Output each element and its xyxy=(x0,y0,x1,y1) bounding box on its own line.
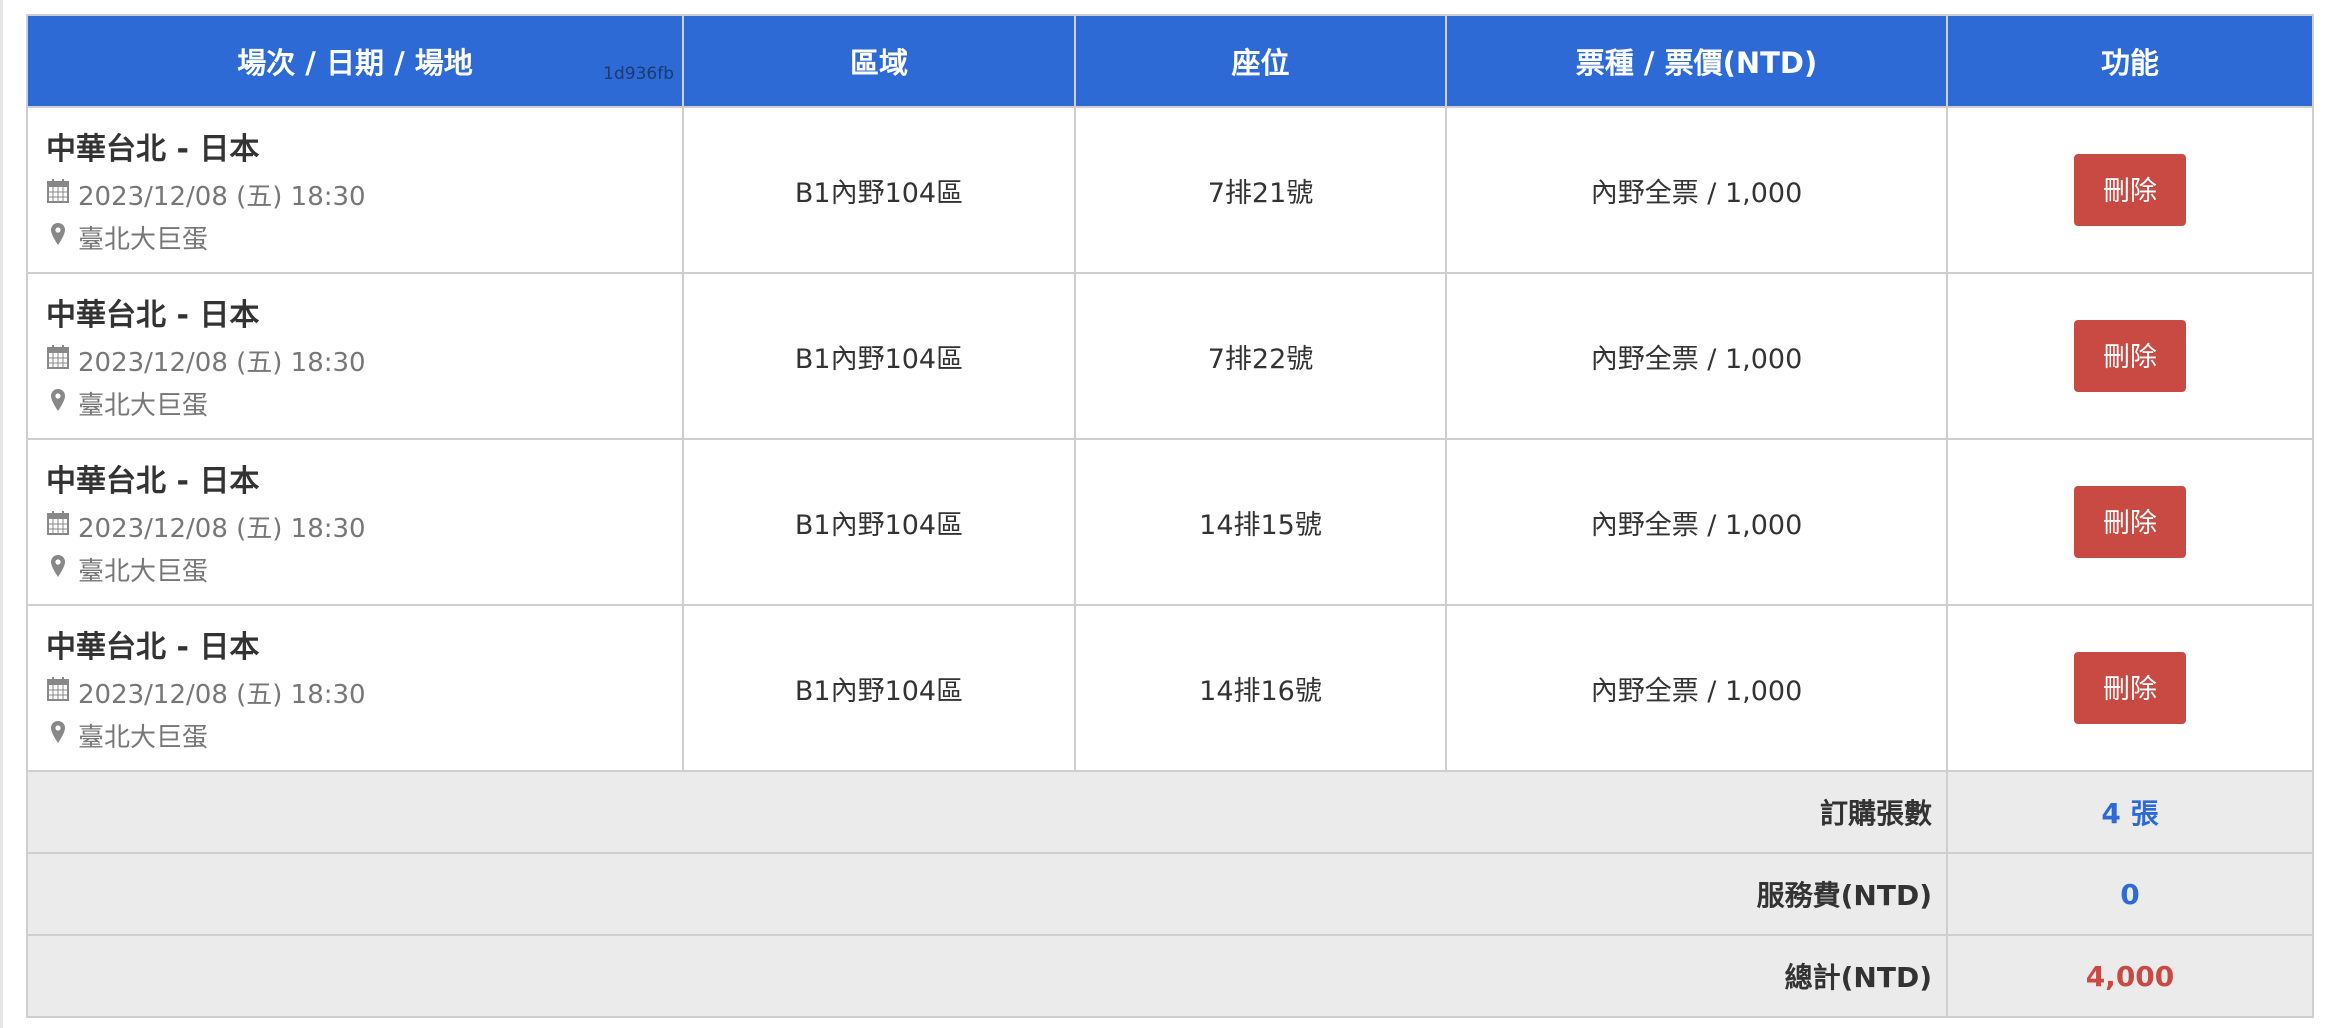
table-row: 中華台北 - 日本 2023/12/08 (五) 18:30 臺北大巨蛋 B1內… xyxy=(26,438,2314,606)
event-date: 2023/12/08 (五) 18:30 xyxy=(46,674,681,711)
table-row: 中華台北 - 日本 2023/12/08 (五) 18:30 臺北大巨蛋 B1內… xyxy=(26,604,2314,772)
calendar-icon xyxy=(46,510,70,543)
delete-button[interactable]: 刪除 xyxy=(2074,320,2186,392)
seat-cell: 14排15號 xyxy=(1074,438,1447,606)
table-row: 中華台北 - 日本 2023/12/08 (五) 18:30 臺北大巨蛋 B1內… xyxy=(26,106,2314,274)
event-cell: 中華台北 - 日本 2023/12/08 (五) 18:30 臺北大巨蛋 xyxy=(26,604,684,772)
area-cell: B1內野104區 xyxy=(682,272,1076,440)
event-title: 中華台北 - 日本 xyxy=(46,298,260,333)
summary-count-row: 訂購張數 4 張 xyxy=(26,770,2314,854)
map-marker-icon xyxy=(46,221,70,254)
event-venue-text: 臺北大巨蛋 xyxy=(78,225,209,255)
event-venue-text: 臺北大巨蛋 xyxy=(78,391,209,421)
ticket-cell: 內野全票 / 1,000 xyxy=(1445,438,1948,606)
summary-fee-row: 服務費(NTD) 0 xyxy=(26,852,2314,936)
action-cell: 刪除 xyxy=(1946,604,2314,772)
header-event: 場次 / 日期 / 場地 1d936fb xyxy=(26,14,684,108)
calendar-icon xyxy=(46,344,70,377)
event-venue: 臺北大巨蛋 xyxy=(46,551,681,588)
event-date: 2023/12/08 (五) 18:30 xyxy=(46,342,681,379)
calendar-icon xyxy=(46,676,70,709)
event-title: 中華台北 - 日本 xyxy=(46,630,260,665)
action-cell: 刪除 xyxy=(1946,106,2314,274)
event-date: 2023/12/08 (五) 18:30 xyxy=(46,176,681,213)
event-venue: 臺北大巨蛋 xyxy=(46,385,681,422)
header-seat: 座位 xyxy=(1074,14,1447,108)
summary-total-row: 總計(NTD) 4,000 xyxy=(26,934,2314,1018)
seat-cell: 7排21號 xyxy=(1074,106,1447,274)
fee-label: 服務費(NTD) xyxy=(26,852,1948,936)
map-marker-icon xyxy=(46,719,70,752)
area-cell: B1內野104區 xyxy=(682,438,1076,606)
map-marker-icon xyxy=(46,387,70,420)
event-venue-text: 臺北大巨蛋 xyxy=(78,723,209,753)
fee-value: 0 xyxy=(1946,852,2314,936)
ticket-cell: 內野全票 / 1,000 xyxy=(1445,106,1948,274)
event-venue-text: 臺北大巨蛋 xyxy=(78,557,209,587)
area-cell: B1內野104區 xyxy=(682,604,1076,772)
cart-table: 場次 / 日期 / 場地 1d936fb 區域 座位 票種 / 票價(NTD) 功… xyxy=(26,14,2314,1018)
page-edge xyxy=(0,0,3,1028)
delete-button[interactable]: 刪除 xyxy=(2074,652,2186,724)
event-date: 2023/12/08 (五) 18:30 xyxy=(46,508,681,545)
action-cell: 刪除 xyxy=(1946,272,2314,440)
count-value: 4 張 xyxy=(1946,770,2314,854)
table-row: 中華台北 - 日本 2023/12/08 (五) 18:30 臺北大巨蛋 B1內… xyxy=(26,272,2314,440)
header-area: 區域 xyxy=(682,14,1076,108)
event-date-text: 2023/12/08 (五) 18:30 xyxy=(78,182,366,212)
event-cell: 中華台北 - 日本 2023/12/08 (五) 18:30 臺北大巨蛋 xyxy=(26,272,684,440)
header-event-label: 場次 / 日期 / 場地 xyxy=(237,46,473,80)
event-title: 中華台北 - 日本 xyxy=(46,132,260,167)
seat-cell: 7排22號 xyxy=(1074,272,1447,440)
count-label: 訂購張數 xyxy=(26,770,1948,854)
event-date-text: 2023/12/08 (五) 18:30 xyxy=(78,680,366,710)
ticket-cell: 內野全票 / 1,000 xyxy=(1445,604,1948,772)
event-cell: 中華台北 - 日本 2023/12/08 (五) 18:30 臺北大巨蛋 xyxy=(26,438,684,606)
action-cell: 刪除 xyxy=(1946,438,2314,606)
header-ticket: 票種 / 票價(NTD) xyxy=(1445,14,1948,108)
area-cell: B1內野104區 xyxy=(682,106,1076,274)
event-date-text: 2023/12/08 (五) 18:30 xyxy=(78,348,366,378)
event-date-text: 2023/12/08 (五) 18:30 xyxy=(78,514,366,544)
event-venue: 臺北大巨蛋 xyxy=(46,219,681,256)
delete-button[interactable]: 刪除 xyxy=(2074,486,2186,558)
map-marker-icon xyxy=(46,553,70,586)
header-action: 功能 xyxy=(1946,14,2314,108)
seat-cell: 14排16號 xyxy=(1074,604,1447,772)
ticket-cell: 內野全票 / 1,000 xyxy=(1445,272,1948,440)
total-label: 總計(NTD) xyxy=(26,934,1948,1018)
event-title: 中華台北 - 日本 xyxy=(46,464,260,499)
event-venue: 臺北大巨蛋 xyxy=(46,717,681,754)
build-hash: 1d936fb xyxy=(603,64,674,84)
delete-button[interactable]: 刪除 xyxy=(2074,154,2186,226)
table-header: 場次 / 日期 / 場地 1d936fb 區域 座位 票種 / 票價(NTD) 功… xyxy=(26,14,2314,108)
calendar-icon xyxy=(46,178,70,211)
event-cell: 中華台北 - 日本 2023/12/08 (五) 18:30 臺北大巨蛋 xyxy=(26,106,684,274)
total-value: 4,000 xyxy=(1946,934,2314,1018)
